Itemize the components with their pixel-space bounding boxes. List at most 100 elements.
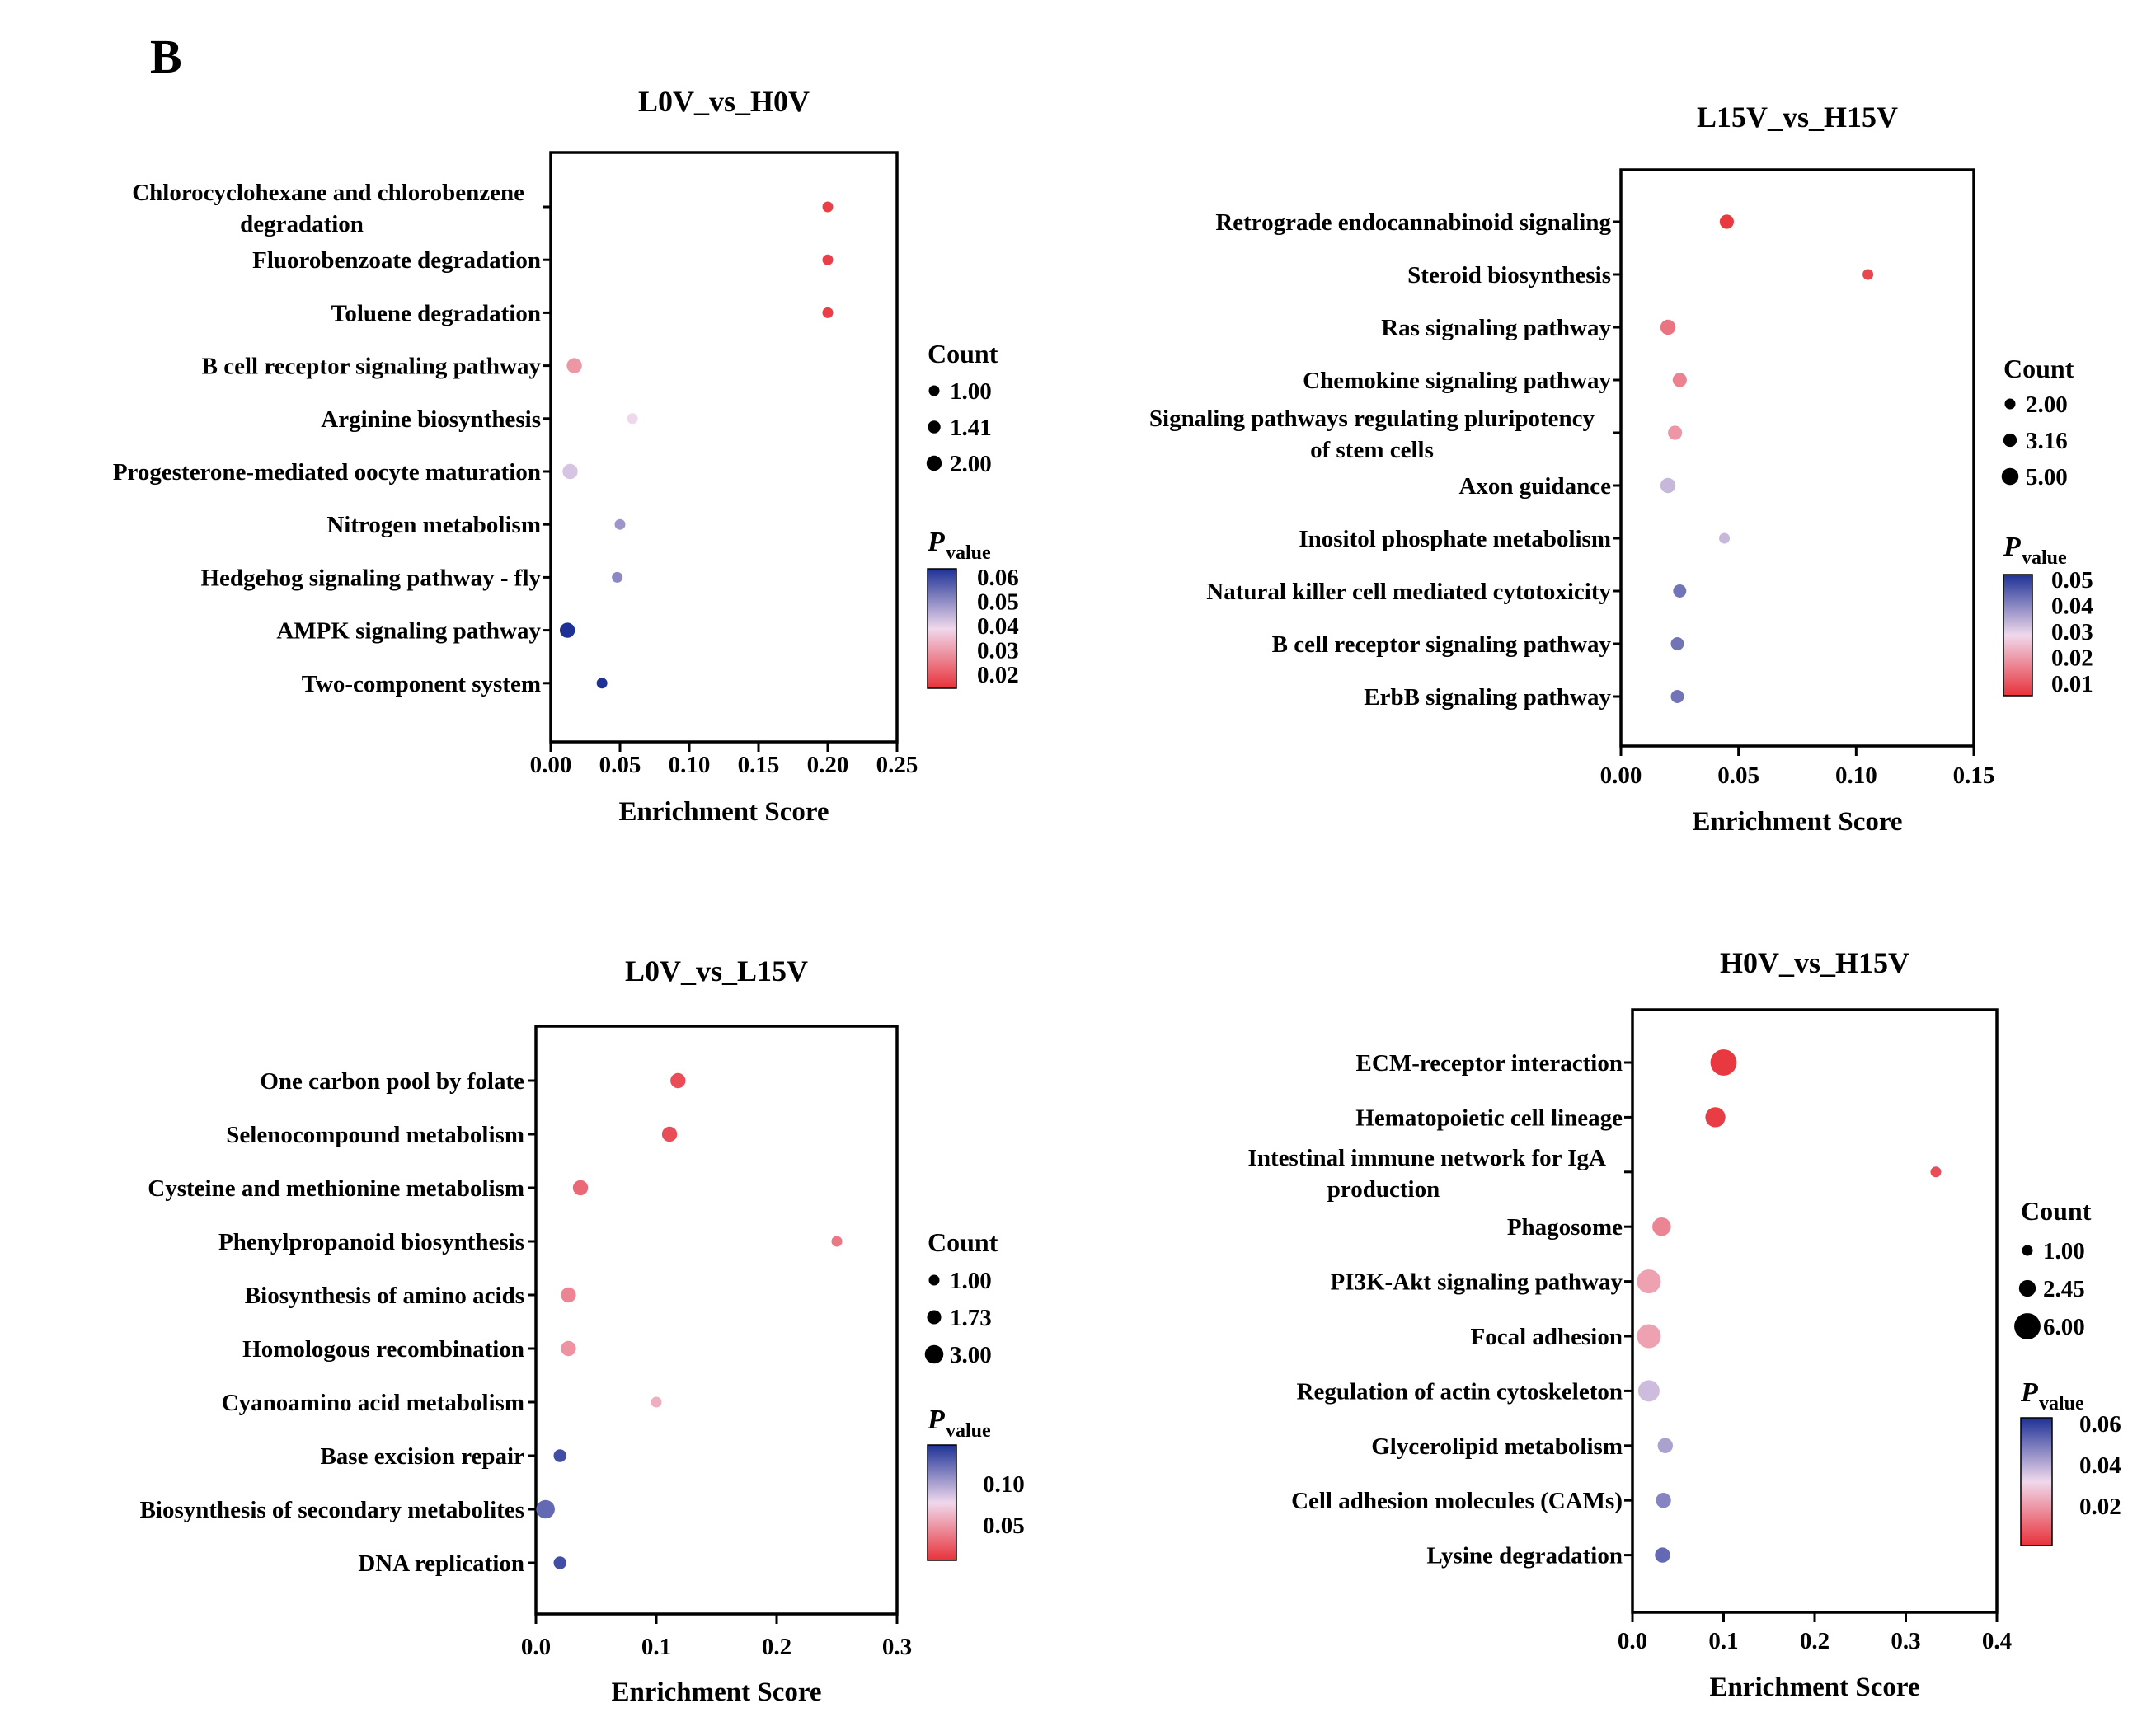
chart-l15v-vs-h15v-category-label: of stem cells	[1310, 437, 1434, 463]
chart-h0v-vs-h15v-pvalue-legend-tick: 0.06	[2079, 1411, 2121, 1438]
chart-l15v-vs-h15v-category-label: Steroid biosynthesis	[1407, 262, 1611, 288]
chart-l0v-vs-h0v-category-label: Two-component system	[302, 671, 541, 697]
chart-l0v-vs-l15v-category-label: DNA replication	[358, 1550, 524, 1577]
chart-l0v-vs-l15v-pvalue-legend-title: P	[927, 1405, 945, 1435]
chart-l15v-vs-h15v-pvalue-legend-tick: 0.04	[2051, 593, 2093, 620]
chart-l0v-vs-h0v-point	[562, 463, 578, 480]
chart-l0v-vs-h0v-xtick-label: 0.15	[738, 752, 780, 778]
chart-l0v-vs-l15v-category-label: Biosynthesis of secondary metabolites	[140, 1497, 524, 1523]
chart-l15v-vs-h15v-xtick-label: 0.00	[1600, 762, 1642, 789]
chart-h0v-vs-h15v-xtick-label: 0.2	[1800, 1628, 1830, 1654]
chart-l0v-vs-h0v-category-label: Arginine biosynthesis	[321, 406, 541, 433]
chart-h0v-vs-h15v-pvalue-legend-subtitle: value	[2039, 1393, 2084, 1414]
chart-h0v-vs-h15v-xtick-label: 0.1	[1708, 1628, 1738, 1654]
chart-l0v-vs-h0v-count-legend-dot	[928, 385, 940, 396]
chart-h0v-vs-h15v-point	[1710, 1049, 1737, 1076]
chart-l0v-vs-h0v-count-legend-label: 2.00	[950, 451, 992, 477]
chart-l0v-vs-h0v-pvalue-legend-tick: 0.05	[977, 589, 1019, 616]
chart-h0v-vs-h15v-point	[1637, 1324, 1661, 1349]
chart-l0v-vs-h0v-category-label: Hedgehog signaling pathway - fly	[201, 565, 542, 591]
chart-h0v-vs-h15v: H0V_vs_H15V 0.0 0.1 0.2 0.3 0.4 Enrichment Sco…	[1248, 946, 2121, 1702]
chart-l0v-vs-l15v-category-label: One carbon pool by folate	[260, 1068, 524, 1095]
chart-l0v-vs-l15v-point	[536, 1499, 555, 1519]
chart-l15v-vs-h15v-category-label: Retrograde endocannabinoid signaling	[1215, 209, 1611, 236]
chart-l0v-vs-h0v-xtick-label: 0.20	[807, 752, 849, 778]
chart-l15v-vs-h15v-count-legend-dot	[2004, 398, 2016, 410]
figure-label: B	[150, 30, 182, 83]
chart-l0v-vs-h0v-category-label: Fluorobenzoate degradation	[252, 247, 541, 274]
chart-l0v-vs-l15v-count-legend-label: 1.73	[950, 1305, 992, 1331]
chart-l15v-vs-h15v: L15V_vs_H15V 0.00 0.05 0.10 0.15 Enrichment S…	[1149, 101, 2093, 837]
chart-l0v-vs-h0v-xlabel: Enrichment Score	[618, 797, 829, 827]
chart-h0v-vs-h15v-point	[1656, 1493, 1671, 1508]
chart-l15v-vs-h15v-category-label: ErbB signaling pathway	[1364, 684, 1611, 711]
chart-l0v-vs-h0v-point	[822, 254, 834, 265]
chart-l0v-vs-h0v-xtick-label: 0.25	[876, 752, 918, 778]
chart-h0v-vs-h15v-pvalue-legend-title: P	[2020, 1377, 2038, 1408]
chart-l0v-vs-l15v-xtick-label: 0.0	[521, 1634, 551, 1660]
chart-h0v-vs-h15v-xtick-label: 0.4	[1982, 1628, 2012, 1654]
chart-l15v-vs-h15v-xlabel: Enrichment Score	[1692, 807, 1902, 837]
chart-h0v-vs-h15v-point	[1930, 1166, 1942, 1178]
chart-l0v-vs-h0v-category-label: Toluene degradation	[331, 300, 541, 326]
chart-h0v-vs-h15v-xtick-label: 0.3	[1891, 1628, 1920, 1654]
chart-l0v-vs-h0v-point	[627, 413, 638, 425]
chart-l0v-vs-l15v-count-legend-title: Count	[928, 1227, 998, 1257]
chart-l15v-vs-h15v-point	[1660, 477, 1676, 494]
chart-h0v-vs-h15v-point	[1637, 1269, 1661, 1294]
chart-l0v-vs-h0v-count-legend-dot	[926, 455, 942, 471]
chart-l0v-vs-l15v-category-label: Selenocompound metabolism	[226, 1122, 524, 1148]
chart-l15v-vs-h15v-pvalue-legend-tick: 0.05	[2051, 567, 2093, 593]
chart-h0v-vs-h15v-count-legend-dot	[2022, 1245, 2033, 1256]
chart-l15v-vs-h15v-point	[1668, 425, 1683, 440]
chart-l0v-vs-h0v-pvalue-legend-tick: 0.03	[977, 638, 1019, 664]
chart-l0v-vs-l15v-count-legend-label: 1.00	[950, 1268, 992, 1294]
chart-l15v-vs-h15v-category-label: Inositol phosphate metabolism	[1299, 526, 1611, 552]
chart-l0v-vs-h0v-title: L0V_vs_H0V	[638, 85, 810, 118]
chart-l15v-vs-h15v-frame	[1619, 168, 1975, 748]
chart-h0v-vs-h15v-pvalue-legend-tick: 0.02	[2079, 1494, 2121, 1520]
chart-l15v-vs-h15v-category-label: Natural killer cell mediated cytotoxicit…	[1206, 579, 1611, 605]
chart-l0v-vs-l15v-count-legend-label: 3.00	[950, 1342, 992, 1368]
chart-l0v-vs-h0v-point	[614, 518, 626, 530]
chart-l0v-vs-h0v-point	[559, 622, 575, 638]
chart-h0v-vs-h15v-category-label: PI3K-Akt signaling pathway	[1330, 1269, 1623, 1296]
chart-h0v-vs-h15v-category-label: Regulation of actin cytoskeleton	[1297, 1378, 1623, 1405]
chart-l15v-vs-h15v-pvalue-colorbar	[2003, 574, 2033, 697]
chart-h0v-vs-h15v-count-legend-label: 6.00	[2043, 1314, 2085, 1340]
chart-l0v-vs-h0v-point	[612, 571, 623, 583]
chart-l0v-vs-h0v-count-legend-title: Count	[928, 339, 998, 368]
chart-l0v-vs-l15v-point	[572, 1180, 589, 1196]
chart-l0v-vs-h0v-category-label: degradation	[240, 211, 364, 237]
chart-h0v-vs-h15v-xtick-label: 0.0	[1618, 1628, 1647, 1654]
chart-l0v-vs-h0v-category-label: Nitrogen metabolism	[326, 512, 541, 538]
chart-l0v-vs-l15v: L0V_vs_L15V 0.0 0.1 0.2 0.3 Enrichment Score O…	[140, 955, 1025, 1707]
chart-l0v-vs-h0v-category-label: Progesterone-mediated oocyte maturation	[113, 459, 541, 486]
chart-h0v-vs-h15v-category-label: Cell adhesion molecules (CAMs)	[1291, 1488, 1623, 1514]
chart-l15v-vs-h15v-pvalue-legend-title: P	[2003, 532, 2021, 562]
chart-l15v-vs-h15v-category-label: Chemokine signaling pathway	[1303, 368, 1611, 394]
chart-l0v-vs-l15v-point	[561, 1340, 576, 1357]
chart-l0v-vs-l15v-category-label: Base excision repair	[320, 1443, 524, 1470]
chart-l0v-vs-l15v-category-label: Homologous recombination	[242, 1336, 524, 1363]
chart-l15v-vs-h15v-point	[1719, 214, 1734, 229]
chart-l0v-vs-l15v-point	[831, 1236, 843, 1247]
chart-l15v-vs-h15v-point	[1672, 373, 1687, 387]
chart-l0v-vs-l15v-pvalue-legend-tick: 0.10	[983, 1471, 1025, 1498]
chart-l0v-vs-h0v-point	[822, 201, 834, 213]
chart-l0v-vs-l15v-pvalue-legend-tick: 0.05	[983, 1513, 1025, 1539]
chart-l0v-vs-l15v-xtick-label: 0.1	[641, 1634, 671, 1660]
chart-h0v-vs-h15v-point	[1655, 1547, 1670, 1563]
chart-h0v-vs-h15v-count-legend-title: Count	[2021, 1196, 2092, 1226]
chart-l0v-vs-l15v-count-legend-dot	[927, 1310, 942, 1325]
chart-h0v-vs-h15v-frame	[1631, 1008, 1999, 1614]
chart-l15v-vs-h15v-count-legend-label: 5.00	[2026, 464, 2068, 490]
chart-h0v-vs-h15v-category-label: Intestinal immune network for IgA	[1248, 1145, 1607, 1171]
chart-l0v-vs-l15v-xlabel: Enrichment Score	[611, 1677, 821, 1707]
chart-h0v-vs-h15v-category-label: Hematopoietic cell lineage	[1355, 1105, 1623, 1131]
chart-l0v-vs-l15v-point	[553, 1449, 566, 1462]
chart-l0v-vs-h0v-frame	[549, 151, 899, 744]
chart-l15v-vs-h15v-pvalue-legend-tick: 0.02	[2051, 645, 2093, 672]
chart-l15v-vs-h15v-category-label: Signaling pathways regulating pluripoten…	[1149, 406, 1595, 432]
chart-l0v-vs-h0v-category-label: AMPK signaling pathway	[276, 618, 541, 645]
